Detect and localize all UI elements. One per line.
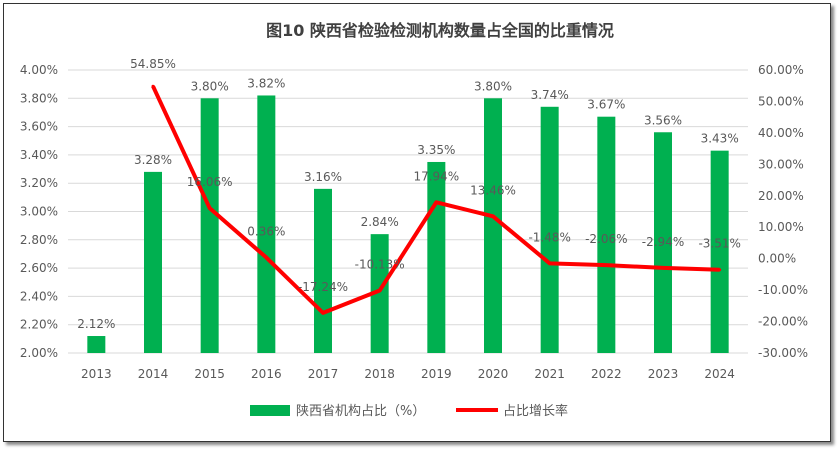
line-data-label: 16.06% bbox=[187, 175, 233, 189]
left-tick-label: 2.60% bbox=[20, 261, 58, 275]
bar bbox=[144, 171, 162, 353]
x-tick-label: 2013 bbox=[81, 367, 112, 381]
left-tick-label: 3.80% bbox=[20, 91, 58, 105]
line-data-label: -2.06% bbox=[585, 232, 627, 246]
right-tick-label: 50.00% bbox=[758, 94, 804, 108]
line-data-label: -1.48% bbox=[528, 230, 570, 244]
x-tick-label: 2015 bbox=[194, 367, 225, 381]
right-tick-label: 30.00% bbox=[758, 157, 804, 171]
bar bbox=[370, 234, 389, 353]
x-tick-label: 2023 bbox=[648, 367, 679, 381]
line-point bbox=[604, 263, 608, 267]
bar-data-label: 3.80% bbox=[191, 79, 229, 93]
x-tick-label: 2022 bbox=[591, 367, 622, 381]
line-point bbox=[264, 256, 268, 260]
right-tick-label: 20.00% bbox=[758, 189, 804, 203]
line-data-label: 17.94% bbox=[413, 169, 459, 183]
line-point bbox=[661, 266, 665, 270]
x-tick-label: 2021 bbox=[534, 367, 565, 381]
right-tick-label: 10.00% bbox=[758, 220, 804, 234]
right-tick-label: -10.00% bbox=[758, 283, 808, 297]
line-data-label: 13.46% bbox=[470, 183, 516, 197]
line-point bbox=[434, 200, 438, 204]
bar-data-label: 2.84% bbox=[361, 215, 399, 229]
right-tick-label: 40.00% bbox=[758, 126, 804, 140]
left-tick-label: 2.40% bbox=[20, 289, 58, 303]
bar bbox=[427, 161, 446, 353]
right-tick-label: 0.00% bbox=[758, 252, 796, 266]
bar-data-label: 3.28% bbox=[134, 153, 172, 167]
bar-data-label: 3.16% bbox=[304, 170, 342, 184]
legend-bar-label: 陕西省机构占比（%） bbox=[296, 404, 425, 419]
line-data-label: -2.94% bbox=[642, 235, 684, 249]
bar-data-label: 3.82% bbox=[247, 76, 285, 90]
line-data-label: -10.13% bbox=[355, 258, 405, 272]
line-point bbox=[378, 289, 382, 293]
bar-data-label: 3.56% bbox=[644, 113, 682, 127]
bar bbox=[200, 98, 219, 353]
bar-data-label: 3.80% bbox=[474, 79, 512, 93]
bar bbox=[710, 150, 729, 353]
legend-line-label: 占比增长率 bbox=[503, 403, 568, 419]
line-data-label: -3.51% bbox=[698, 237, 740, 251]
legend: 陕西省机构占比（%） 占比增长率 bbox=[250, 403, 568, 419]
line-data-label: 54.85% bbox=[130, 57, 176, 71]
line-point bbox=[208, 206, 212, 210]
line-data-label: -17.24% bbox=[298, 280, 348, 294]
bar bbox=[484, 98, 502, 353]
left-tick-label: 3.00% bbox=[20, 205, 58, 219]
bar-data-label: 3.74% bbox=[531, 88, 569, 102]
left-tick-label: 3.40% bbox=[20, 148, 58, 162]
x-tick-label: 2016 bbox=[251, 367, 282, 381]
left-tick-label: 3.60% bbox=[20, 120, 58, 134]
right-tick-label: -30.00% bbox=[758, 346, 808, 360]
bar-data-label: 3.43% bbox=[701, 132, 739, 146]
legend-bar-swatch bbox=[250, 405, 290, 416]
x-tick-label: 2018 bbox=[364, 367, 395, 381]
line-point bbox=[548, 261, 552, 265]
line-point bbox=[321, 311, 325, 315]
x-tick-label: 2017 bbox=[308, 367, 339, 381]
line-point bbox=[491, 214, 495, 218]
bar bbox=[597, 116, 616, 353]
chart-title: 图10 陕西省检验检测机构数量占全国的比重情况 bbox=[266, 21, 614, 40]
x-tick-label: 2020 bbox=[478, 367, 509, 381]
bar bbox=[314, 188, 332, 353]
bar-data-label: 2.12% bbox=[77, 317, 115, 331]
bar bbox=[654, 132, 672, 353]
bar-data-label: 3.35% bbox=[417, 143, 455, 157]
x-tick-label: 2024 bbox=[704, 367, 735, 381]
right-tick-label: -20.00% bbox=[758, 315, 808, 329]
bar bbox=[540, 106, 559, 353]
left-tick-label: 2.20% bbox=[20, 318, 58, 332]
bar bbox=[87, 336, 106, 353]
line-point bbox=[151, 84, 155, 88]
left-tick-label: 3.20% bbox=[20, 176, 58, 190]
x-tick-label: 2014 bbox=[138, 367, 169, 381]
left-tick-label: 2.80% bbox=[20, 233, 58, 247]
bar bbox=[257, 95, 276, 353]
line-point bbox=[718, 268, 722, 272]
left-tick-label: 2.00% bbox=[20, 346, 58, 360]
x-tick-label: 2019 bbox=[421, 367, 452, 381]
chart-frame bbox=[3, 3, 831, 442]
left-tick-label: 4.00% bbox=[20, 63, 58, 77]
right-tick-label: 60.00% bbox=[758, 63, 804, 77]
bar-data-label: 3.67% bbox=[587, 98, 625, 112]
line-data-label: 0.36% bbox=[247, 225, 285, 239]
